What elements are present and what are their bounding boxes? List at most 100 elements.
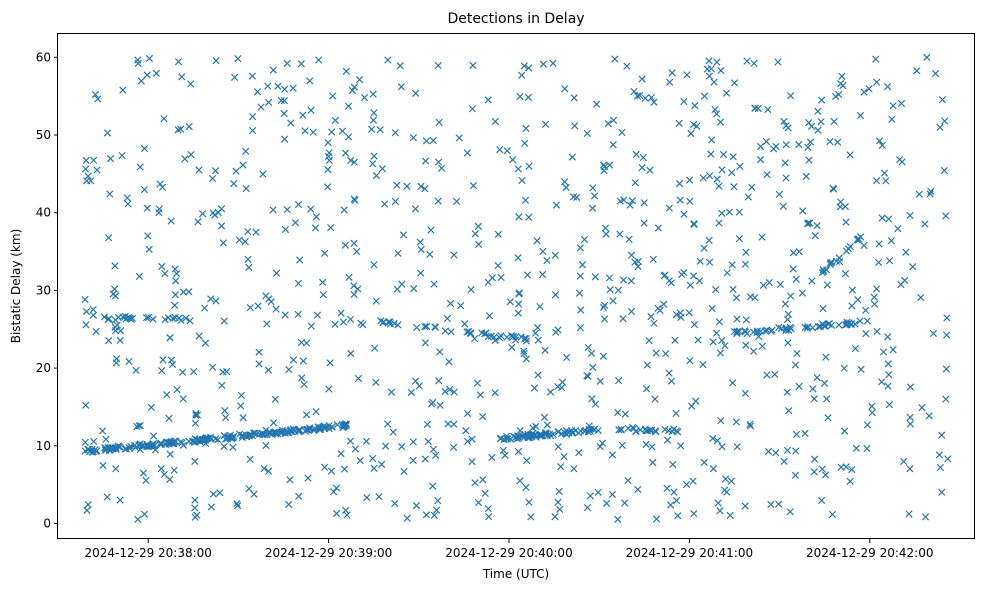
data-point-1125	[146, 442, 154, 450]
data-point-7	[412, 501, 421, 510]
data-point-1243	[161, 315, 169, 324]
data-point-305	[191, 496, 199, 504]
data-point-889	[814, 107, 822, 115]
data-point-557	[355, 75, 364, 84]
data-point-869	[207, 295, 215, 303]
data-point-260	[384, 56, 392, 64]
data-point-808	[484, 505, 492, 513]
data-point-618	[407, 388, 415, 397]
data-point-391	[758, 233, 766, 241]
data-point-375	[503, 147, 511, 155]
data-point-129	[554, 498, 562, 506]
data-point-66	[237, 402, 245, 410]
data-point-737	[280, 85, 289, 93]
data-point-668	[646, 166, 654, 174]
data-point-856	[735, 208, 743, 216]
data-point-170	[640, 199, 648, 207]
data-point-928	[479, 476, 487, 484]
data-point-903	[884, 360, 892, 368]
data-point-539	[339, 318, 348, 326]
data-point-233	[639, 153, 647, 162]
data-point-1098	[162, 438, 171, 446]
data-point-916	[605, 274, 613, 282]
data-point-358	[571, 122, 579, 130]
data-point-142	[576, 272, 584, 280]
x-tick-label-1: 2024-12-29 20:39:00	[265, 546, 392, 560]
data-point-115	[723, 488, 731, 496]
data-point-57	[302, 411, 311, 419]
data-point-168	[294, 200, 303, 209]
data-point-32	[471, 479, 479, 487]
data-point-13	[140, 144, 149, 153]
data-point-458	[370, 109, 378, 117]
data-point-462	[906, 383, 915, 391]
data-point-469	[140, 510, 149, 518]
data-point-91	[136, 163, 144, 171]
data-point-495	[651, 395, 659, 403]
data-point-424	[671, 336, 679, 344]
data-point-320	[632, 150, 640, 159]
data-point-906	[717, 66, 725, 75]
data-point-147	[539, 247, 547, 256]
data-point-855	[327, 224, 335, 232]
data-point-432	[277, 96, 285, 105]
data-point-1104	[287, 425, 295, 434]
data-point-485	[878, 214, 886, 222]
data-point-829	[179, 395, 187, 403]
data-point-1233	[100, 313, 109, 321]
data-point-6	[938, 488, 946, 496]
data-point-771	[543, 256, 551, 265]
data-point-775	[822, 353, 830, 361]
data-point-81	[469, 61, 477, 69]
data-point-33	[746, 422, 755, 430]
data-point-1340	[808, 277, 816, 285]
data-point-686	[650, 319, 658, 327]
data-point-410	[393, 285, 401, 293]
data-point-695	[468, 105, 477, 113]
data-point-520	[434, 61, 442, 70]
data-point-150	[721, 475, 730, 483]
data-point-218	[799, 207, 807, 215]
data-point-1319	[845, 319, 853, 327]
data-point-844	[587, 349, 596, 358]
data-point-478	[743, 57, 751, 65]
data-point-31	[473, 379, 482, 387]
data-point-341	[570, 94, 578, 102]
data-point-609	[84, 172, 92, 180]
data-point-785	[248, 126, 257, 135]
data-point-944	[136, 422, 144, 430]
data-point-925	[216, 489, 224, 497]
data-point-400	[521, 196, 530, 204]
data-point-709	[485, 513, 493, 521]
data-point-677	[421, 157, 430, 165]
data-point-374	[609, 116, 618, 124]
data-point-404	[682, 480, 691, 489]
data-point-1236	[182, 314, 190, 322]
data-point-286	[674, 512, 682, 520]
data-point-757	[400, 467, 408, 476]
data-point-1053	[176, 438, 185, 446]
data-point-333	[432, 506, 441, 514]
data-point-130	[689, 477, 697, 485]
data-point-1337	[835, 254, 843, 262]
data-point-414	[152, 69, 161, 78]
data-point-573	[307, 322, 315, 330]
data-point-630	[638, 75, 646, 83]
data-point-309	[190, 367, 198, 376]
data-point-751	[774, 58, 782, 66]
data-point-26	[599, 352, 608, 360]
data-point-241	[330, 488, 338, 496]
data-point-578	[412, 89, 420, 98]
data-point-945	[93, 166, 101, 174]
data-point-731	[106, 190, 114, 198]
data-point-339	[514, 447, 523, 456]
data-point-443	[713, 436, 722, 445]
data-point-317	[775, 500, 783, 508]
data-point-421	[589, 184, 597, 192]
data-point-1230	[144, 313, 153, 322]
data-point-526	[551, 251, 559, 259]
data-point-1158	[587, 425, 595, 433]
data-point-760	[667, 279, 675, 287]
data-point-1282	[379, 319, 387, 327]
data-point-690	[491, 117, 499, 126]
